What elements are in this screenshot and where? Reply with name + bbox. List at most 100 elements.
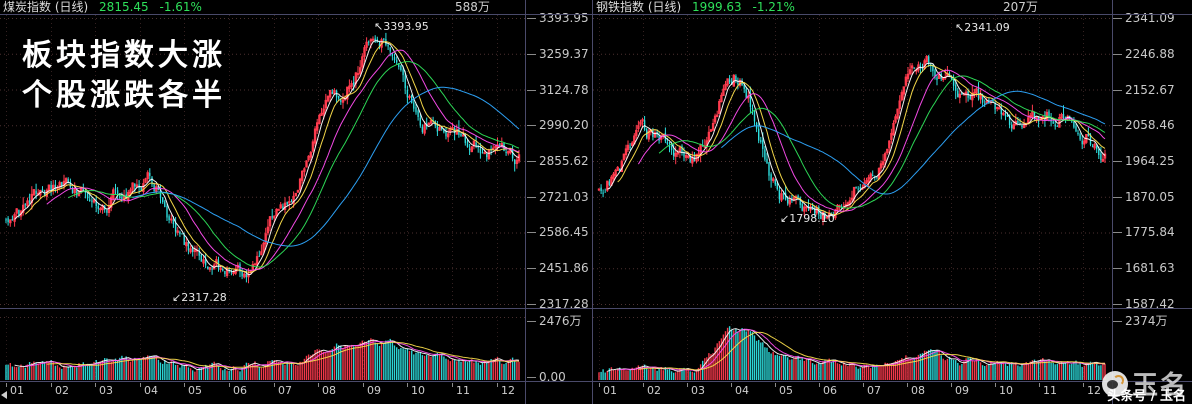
- axis-tick-mark: [1113, 18, 1122, 19]
- left-index-name: 煤炭指数: [3, 0, 52, 14]
- volume-axis-label: 0.00: [539, 370, 566, 384]
- price-axis-label: 2246.88: [1125, 47, 1175, 61]
- left-chart-header: 煤炭指数 (日线) 2815.45 -1.61%: [0, 0, 202, 15]
- x-axis-tick: [731, 383, 732, 387]
- overlay-caption-line2: 个股涨跌各半: [22, 78, 226, 113]
- x-axis-tick: [51, 383, 52, 387]
- x-axis-label: 06: [823, 384, 837, 397]
- x-axis-tick: [995, 383, 996, 387]
- axis-tick-mark: [527, 268, 536, 269]
- x-axis-label: 08: [911, 384, 925, 397]
- left-volume-separator: [0, 308, 592, 309]
- right-chart-header: 钢铁指数 (日线) 1999.63 -1.21%: [593, 0, 795, 15]
- x-axis-label: 05: [188, 384, 202, 397]
- left-price-plot: [0, 15, 525, 307]
- top-border: [0, 14, 1192, 15]
- price-axis-label: 2990.20: [539, 118, 589, 132]
- x-axis-label: 04: [735, 384, 749, 397]
- left-high-annotation: ↖3393.95: [374, 20, 429, 33]
- x-axis-label: 09: [367, 384, 381, 397]
- price-axis-label: 2058.46: [1125, 118, 1175, 132]
- volume-axis-label: 2374万: [1125, 314, 1168, 328]
- scroll-left-arrow-icon[interactable]: [1, 391, 7, 399]
- x-axis-label: 03: [99, 384, 113, 397]
- x-axis-tick: [907, 383, 908, 387]
- left-axis-right-border: [592, 0, 593, 404]
- watermark-subtitle: 头条号 / 玉名: [1107, 389, 1186, 404]
- x-axis-tick: [599, 383, 600, 387]
- x-axis-tick: [452, 383, 453, 387]
- x-axis-label: 07: [278, 384, 292, 397]
- axis-tick-mark: [527, 18, 536, 19]
- axis-tick-mark: [527, 197, 536, 198]
- right-low-annotation: ↙1798.10: [780, 212, 835, 225]
- x-axis-tick: [184, 383, 185, 387]
- x-axis-tick: [318, 383, 319, 387]
- x-axis-label: 12: [1087, 384, 1101, 397]
- x-axis-tick: [140, 383, 141, 387]
- axis-tick-mark: [1113, 304, 1122, 305]
- axis-tick-mark: [527, 232, 536, 233]
- x-axis-label: 09: [955, 384, 969, 397]
- right-chart-panel: 钢铁指数 (日线) 1999.63 -1.21% 207万 ↖2341.09 ↙…: [593, 0, 1192, 404]
- right-volume-separator: [593, 308, 1192, 309]
- x-axis-tick: [687, 383, 688, 387]
- price-axis-label: 1964.25: [1125, 154, 1175, 168]
- x-axis-tick: [819, 383, 820, 387]
- right-x-axis: 01 02 03 04 05 06 07 08 09 10 11 12: [593, 383, 1111, 399]
- price-axis-label: 2152.67: [1125, 83, 1175, 97]
- price-axis-label: 1587.42: [1125, 297, 1175, 311]
- x-axis-label: 04: [144, 384, 158, 397]
- x-axis-label: 06: [233, 384, 247, 397]
- price-axis-label: 2451.86: [539, 261, 589, 275]
- x-axis-label: 10: [411, 384, 425, 397]
- x-axis-tick: [951, 383, 952, 387]
- price-axis-label: 2586.45: [539, 225, 589, 239]
- axis-tick-mark: [1113, 197, 1122, 198]
- axis-tick-mark: [527, 321, 536, 322]
- price-axis-label: 2721.03: [539, 190, 589, 204]
- watermark: 玉名: [1101, 365, 1188, 402]
- right-volume-axis: 2374万: [1113, 0, 1187, 404]
- price-axis-label: 2855.62: [539, 154, 589, 168]
- axis-tick-mark: [1113, 232, 1122, 233]
- right-volume-max-label: 207万: [1003, 0, 1038, 14]
- x-axis-tick: [775, 383, 776, 387]
- right-volume-plot: [593, 316, 1111, 380]
- price-axis-label: 1870.05: [1125, 190, 1175, 204]
- left-index-change: -1.61%: [159, 0, 202, 14]
- x-axis-tick: [1039, 383, 1040, 387]
- right-price-plot: [593, 15, 1111, 307]
- price-axis-label: 3124.78: [539, 83, 589, 97]
- overlay-caption-line1: 板块指数大涨: [22, 38, 226, 73]
- right-index-price: 1999.63: [692, 0, 742, 14]
- left-index-price: 2815.45: [99, 0, 149, 14]
- bottom-axis-separator: [0, 381, 1192, 382]
- left-price-axis: 3393.95 3259.37 3124.78 2990.20 2855.62 2721.…: [527, 0, 601, 404]
- axis-tick-mark: [527, 304, 536, 305]
- x-axis-label: 12: [501, 384, 515, 397]
- axis-tick-mark: [1113, 54, 1122, 55]
- left-volume-max-label: 588万: [455, 0, 490, 14]
- x-axis-label: 03: [691, 384, 705, 397]
- left-index-period: (日线): [54, 0, 89, 14]
- left-x-axis: 01 02 03 04 05 06 07 08 09 10 11 12: [0, 383, 525, 399]
- x-axis-tick: [863, 383, 864, 387]
- right-index-period: (日线): [647, 0, 682, 14]
- x-axis-tick: [363, 383, 364, 387]
- x-axis-label: 01: [603, 384, 617, 397]
- x-axis-tick: [497, 383, 498, 387]
- price-axis-label: 3259.37: [539, 47, 589, 61]
- left-low-annotation: ↙2317.28: [172, 291, 227, 304]
- left-chart-panel: 煤炭指数 (日线) 2815.45 -1.61% 588万 板块指数大涨 个股涨…: [0, 0, 593, 404]
- price-axis-label: 3393.95: [539, 11, 589, 25]
- right-high-annotation: ↖2341.09: [955, 21, 1010, 34]
- axis-tick-mark: [1113, 321, 1122, 322]
- axis-tick-mark: [527, 377, 536, 378]
- axis-tick-mark: [1113, 268, 1122, 269]
- x-axis-label: 07: [867, 384, 881, 397]
- left-volume-plot: [0, 316, 525, 380]
- weibo-logo-icon: [1101, 370, 1128, 397]
- price-axis-label: 1775.84: [1125, 225, 1175, 239]
